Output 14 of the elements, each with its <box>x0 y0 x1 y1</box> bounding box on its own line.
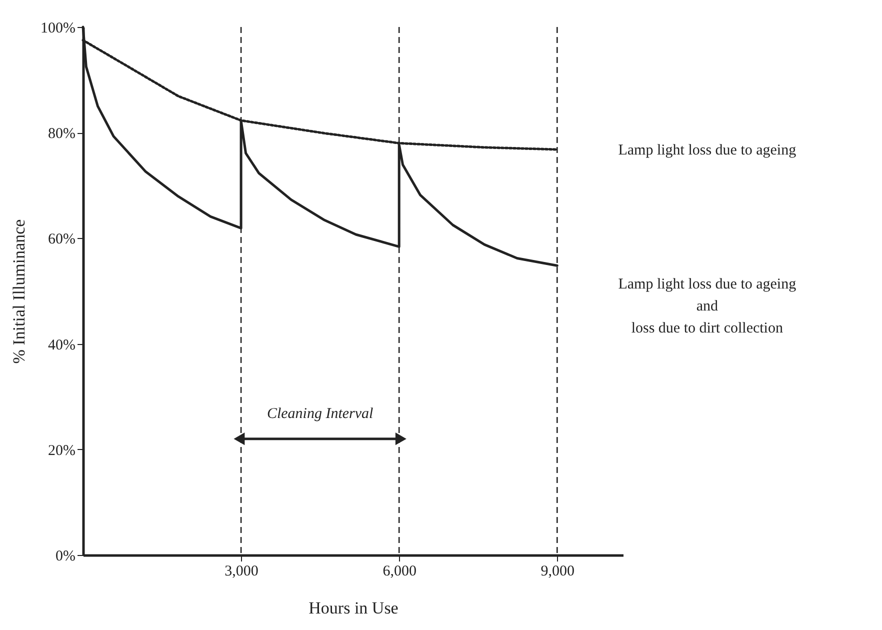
y-tick-label: 60% <box>48 232 76 248</box>
text: Lamp light loss due to ageing and loss due to dirt collection <box>618 276 797 337</box>
text: Lamp light loss due to ageing <box>618 142 797 158</box>
x-tick-label: 9,000 <box>540 564 575 580</box>
y-tick-label: 0% <box>56 548 76 564</box>
y-tick-label: 80% <box>48 126 76 142</box>
y-tick-label: 100% <box>40 20 76 36</box>
annotation: Cleaning Interval <box>266 406 374 422</box>
x-axis-title: Hours in Use <box>308 598 398 618</box>
y-axis-title: % Initial Illuminance <box>10 219 29 364</box>
x-tick-label: 6,000 <box>382 564 416 580</box>
x-tick-label: 3,000 <box>224 564 258 580</box>
y-tick-label: 20% <box>48 442 76 459</box>
y-tick-label: 40% <box>48 337 76 354</box>
